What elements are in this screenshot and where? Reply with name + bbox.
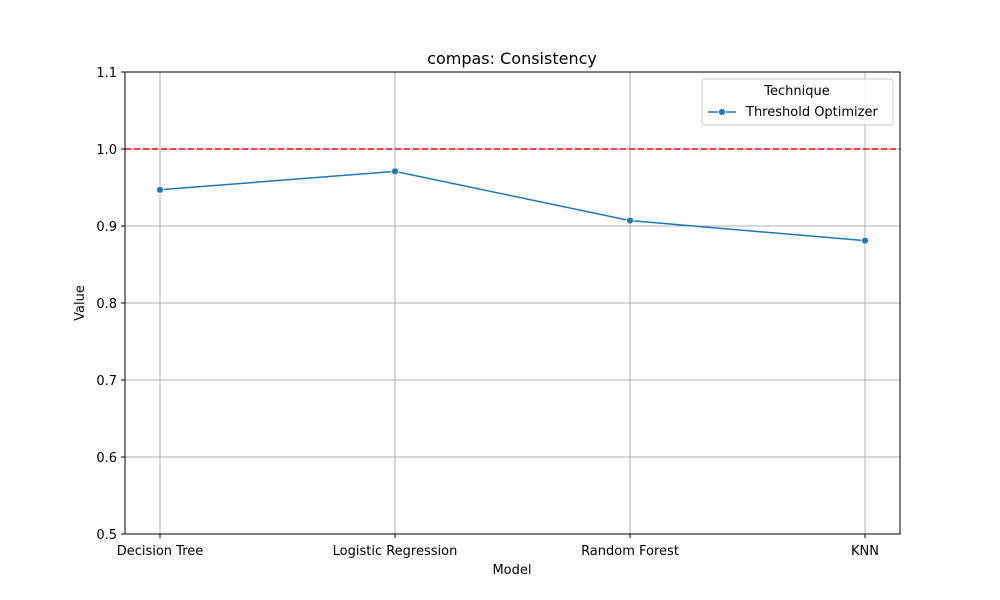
- y-tick-label: 0.6: [96, 451, 117, 466]
- series-line: [159, 170, 866, 242]
- y-tick-label: 0.8: [96, 297, 117, 312]
- x-axis-ticks: Decision Tree Logistic Regression Random F…: [117, 534, 879, 559]
- data-point: [156, 185, 164, 194]
- y-tick-label: 0.9: [96, 220, 117, 235]
- data-point: [391, 167, 399, 176]
- x-tick-label: Decision Tree: [117, 544, 204, 559]
- y-tick-label: 0.5: [96, 528, 117, 543]
- legend: Technique Threshold Optimizer: [701, 78, 894, 126]
- legend-entry-threshold-optimizer: Threshold Optimizer: [745, 105, 878, 120]
- data-point: [626, 216, 634, 225]
- legend-point-marker: [718, 108, 726, 116]
- data-point: [861, 236, 869, 245]
- legend-box: [701, 78, 894, 126]
- x-axis-label: Model: [492, 563, 531, 578]
- legend-title: Technique: [763, 84, 829, 99]
- x-tick-label: Random Forest: [581, 544, 679, 559]
- x-tick-label: KNN: [851, 544, 879, 559]
- y-axis-label: Value: [73, 285, 88, 321]
- y-tick-label: 0.7: [96, 374, 117, 389]
- x-tick-label: Logistic Regression: [333, 544, 458, 559]
- y-tick-label: 1.0: [96, 143, 117, 158]
- chart-title: compas: Consistency: [427, 49, 597, 68]
- y-axis-ticks: 0.5 0.6 0.7 0.8 0.9 1.0 1.1: [96, 66, 125, 543]
- y-tick-label: 1.1: [96, 66, 117, 81]
- series-layer: [156, 167, 869, 245]
